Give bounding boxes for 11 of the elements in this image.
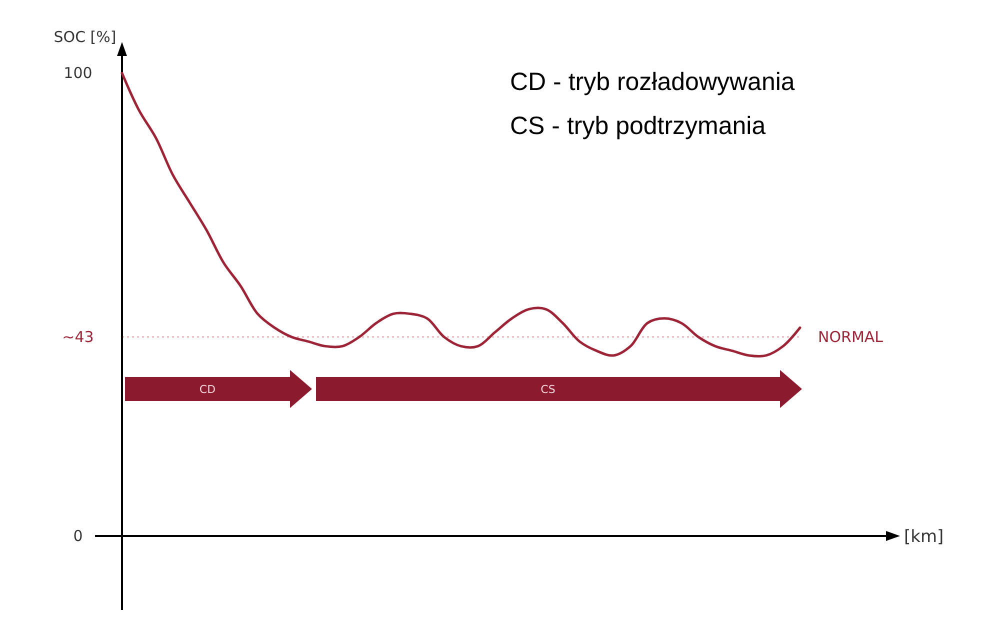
y-tick-label: 100 bbox=[64, 64, 92, 82]
y-tick-label: 0 bbox=[73, 526, 83, 545]
line-series bbox=[120, 72, 802, 358]
y-tick-label: ~43 bbox=[62, 328, 94, 346]
annotation: CS bbox=[540, 382, 556, 396]
y-axis-title: SOC [%] bbox=[54, 28, 116, 46]
annotation: CD bbox=[199, 382, 216, 396]
annotation: CS - tryb podtrzymania bbox=[510, 112, 766, 140]
annotation: CD - tryb rozładowywania bbox=[510, 68, 795, 96]
ref-line-label: NORMAL bbox=[818, 328, 884, 346]
text: [km] bbox=[904, 526, 944, 547]
